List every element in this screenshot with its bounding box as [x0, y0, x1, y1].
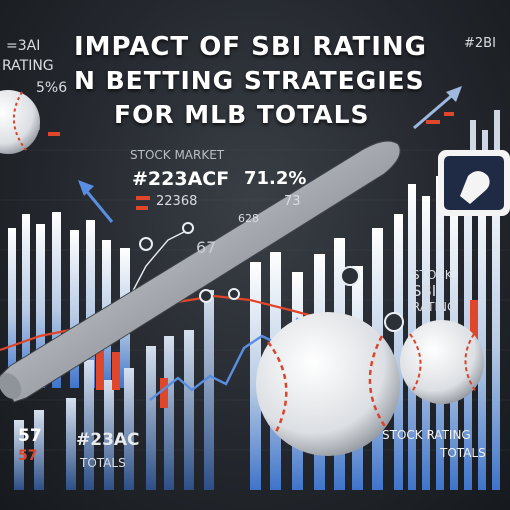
stock-market-label: STOCK MARKET	[130, 148, 225, 162]
trend-line-small	[125, 229, 189, 305]
stock-sbi-line-1: STOCK	[412, 268, 453, 282]
baseball-icon	[400, 320, 484, 404]
bar-chart-bottom-left	[14, 290, 214, 490]
baseball-icon	[0, 90, 40, 154]
number-22368: 22368	[156, 194, 198, 209]
bottom-number-57: 57	[18, 426, 42, 446]
bottom-hex-label: #23AC	[76, 430, 140, 450]
stock-sbi-line-2: SBI	[412, 282, 437, 300]
number-73: 73	[284, 194, 301, 209]
mlb-logo-icon	[438, 150, 510, 216]
stock-rating-label: STOCK RATING	[382, 428, 471, 442]
stock-sbi-line-3: RATING	[412, 300, 457, 314]
title-line-2: N BETTING STRATEGIES	[74, 66, 425, 95]
top-left-percent: 5%6	[36, 80, 68, 96]
chart-markers	[122, 222, 404, 332]
bat-icon	[0, 140, 401, 403]
bottom-totals-label: TOTALS	[80, 456, 126, 470]
top-left-code: =3AI	[6, 38, 41, 54]
number-628: 628	[238, 212, 259, 225]
title-line-3: FOR MLB TOTALS	[114, 100, 370, 129]
title-line-1: IMPACT OF SBI RATING	[74, 32, 428, 62]
number-67: 67	[196, 238, 217, 257]
arrow-up-right-icon	[413, 86, 462, 130]
top-left-rating: RATING	[2, 58, 54, 74]
baseball-icon	[256, 312, 400, 456]
percent-label: 71.2%	[244, 168, 307, 189]
bottom-right-totals-label: TOTALS	[440, 446, 486, 460]
top-right-code: #2BI	[464, 36, 496, 51]
bottom-number-57-red: 57	[18, 448, 38, 464]
hex-code-label: #223ACF	[132, 168, 230, 190]
arrow-up-left-icon	[78, 180, 114, 223]
